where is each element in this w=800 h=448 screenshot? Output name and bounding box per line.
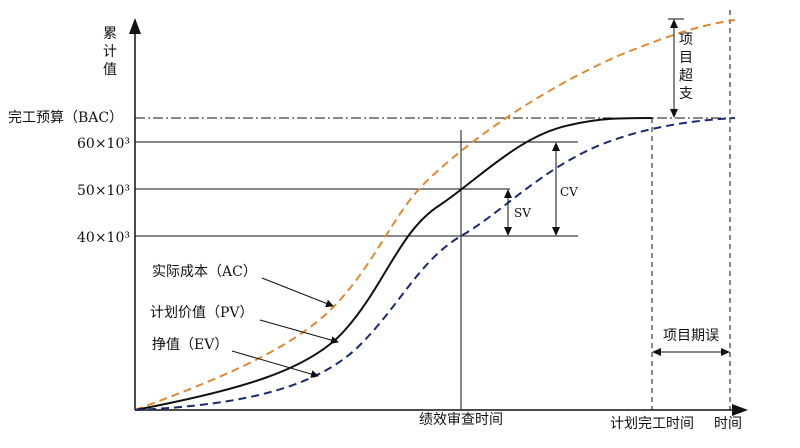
sv-arrow-down-icon: [504, 227, 512, 236]
level-50-label: 50×10³: [77, 183, 130, 199]
y-axis-label-2: 计: [103, 44, 117, 60]
cv-label: CV: [560, 185, 578, 199]
cv-arrow-up-icon: [552, 142, 560, 151]
bac-label: 完工预算（BAC）: [8, 110, 123, 126]
y-axis-label-1: 累: [103, 26, 117, 42]
y-axis-arrow-icon: [129, 18, 141, 34]
y-axis-label-3: 值: [103, 62, 117, 78]
ev-label: 挣值（EV）: [152, 337, 228, 353]
ac-pointer: [261, 277, 334, 308]
sv-label: SV: [514, 206, 531, 220]
delay-arrow-right-icon: [721, 348, 730, 356]
level-60-label: 60×10³: [77, 136, 130, 152]
overrun-label-2: 目: [679, 50, 693, 66]
overrun-label-1: 项: [679, 32, 693, 48]
overrun-label-4: 支: [679, 86, 693, 102]
planned-finish-label: 计划完工时间: [610, 416, 694, 432]
review-time-label: 绩效审查时间: [419, 412, 503, 428]
ev-curve: [134, 117, 736, 411]
level-40-label: 40×10³: [77, 230, 130, 246]
ac-curve: [134, 19, 736, 411]
ev-pointer: [231, 350, 319, 378]
x-axis-label: 时间: [714, 416, 742, 432]
x-axis-arrow-icon: [732, 404, 748, 416]
sv-arrow-up-icon: [504, 189, 512, 198]
ac-label: 实际成本（AC）: [152, 264, 257, 280]
overrun-arrow-up-icon: [670, 19, 678, 28]
pv-curve: [134, 117, 653, 411]
overrun-label-3: 超: [679, 68, 693, 84]
overrun-arrow-down-icon: [670, 109, 678, 118]
cv-arrow-down-icon: [552, 227, 560, 236]
delay-label: 项目期误: [663, 328, 719, 344]
pv-pointer: [259, 319, 339, 344]
delay-arrow-left-icon: [652, 348, 661, 356]
pv-label: 计划价值（PV）: [150, 305, 254, 321]
